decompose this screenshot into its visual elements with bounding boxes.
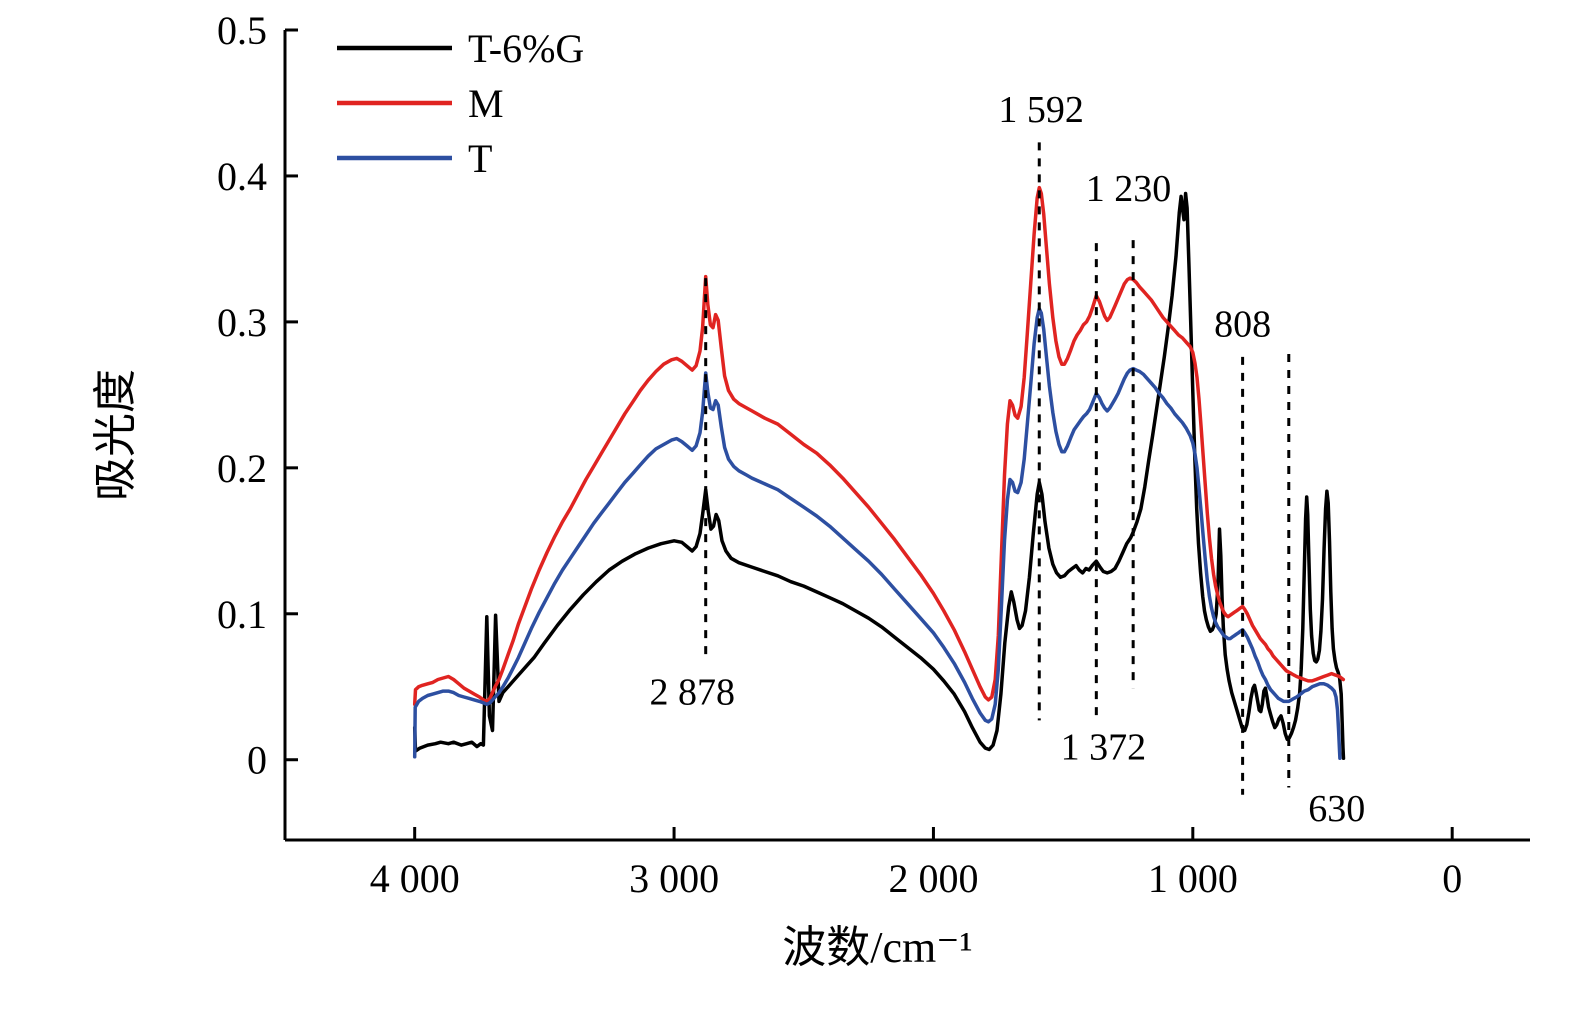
y-tick-label: 0.4 bbox=[217, 154, 267, 199]
x-tick-label: 0 bbox=[1442, 856, 1462, 901]
legend-item-M: M bbox=[337, 81, 504, 126]
y-tick-label: 0.5 bbox=[217, 8, 267, 53]
annotation-label-2878: 2 878 bbox=[649, 671, 735, 713]
x-tick-label: 2 000 bbox=[888, 856, 978, 901]
series-line-T bbox=[412, 307, 1342, 761]
y-tick-label: 0 bbox=[247, 738, 267, 783]
series-line-M bbox=[412, 185, 1346, 707]
x-tick-label: 4 000 bbox=[370, 856, 460, 901]
annotation-label-1372: 1 372 bbox=[1061, 727, 1147, 769]
annotation-label-630: 630 bbox=[1308, 788, 1365, 830]
y-tick-label: 0.1 bbox=[217, 592, 267, 637]
legend-label-T-6%G: T-6%G bbox=[468, 26, 584, 71]
legend-label-T: T bbox=[468, 136, 492, 181]
legend-item-T-6%G: T-6%G bbox=[337, 26, 584, 71]
x-tick-label: 1 000 bbox=[1148, 856, 1238, 901]
legend-item-T: T bbox=[337, 136, 492, 181]
y-tick-label: 0.2 bbox=[217, 446, 267, 491]
legend-label-M: M bbox=[468, 81, 504, 126]
y-axis-title: 吸光度 bbox=[91, 369, 140, 501]
x-axis-title: 波数/cm⁻¹ bbox=[782, 923, 972, 972]
x-tick-label: 3 000 bbox=[629, 856, 719, 901]
y-tick-label: 0.3 bbox=[217, 300, 267, 345]
annotation-label-808: 808 bbox=[1214, 303, 1271, 345]
legend: T-6%G MT bbox=[337, 26, 584, 181]
annotation-label-1592: 1 592 bbox=[998, 89, 1084, 131]
annotation-label-1230: 1 230 bbox=[1086, 168, 1172, 210]
series-line-T-6%G bbox=[412, 191, 1346, 761]
